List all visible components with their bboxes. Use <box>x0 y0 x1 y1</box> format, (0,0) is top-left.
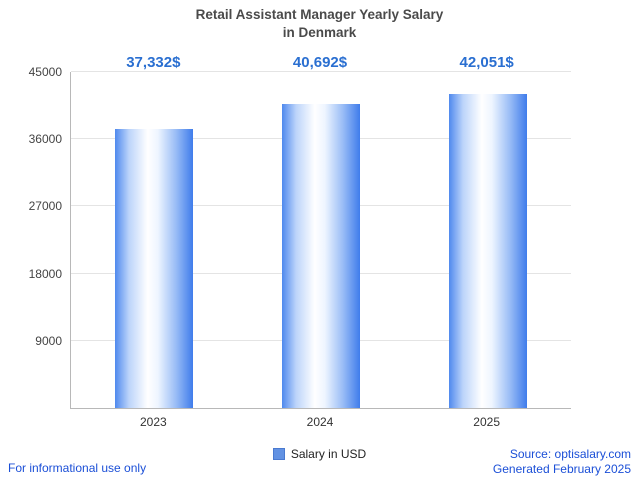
bar-value-labels: 37,332$ 40,692$ 42,051$ <box>70 54 570 74</box>
generated-date: Generated February 2025 <box>492 462 631 476</box>
legend-label: Salary in USD <box>290 447 367 461</box>
x-axis-labels: 2023 2024 2025 <box>70 415 570 431</box>
y-axis-labels: 9000 18000 27000 36000 45000 <box>0 65 62 408</box>
bar-value-label: 37,332$ <box>126 54 181 71</box>
x-axis-label: 2023 <box>139 415 167 429</box>
y-axis-label: 18000 <box>28 266 62 281</box>
x-axis-label: 2025 <box>473 415 501 429</box>
bar <box>115 129 194 408</box>
bar <box>448 94 527 408</box>
bar-value-label: 42,051$ <box>459 54 514 71</box>
chart-title-line2: in Denmark <box>282 25 357 40</box>
y-axis-label: 27000 <box>28 199 62 214</box>
y-axis-label: 36000 <box>28 132 62 147</box>
chart-title-line1: Retail Assistant Manager Yearly Salary <box>195 7 444 22</box>
disclaimer-text: For informational use only <box>8 461 147 475</box>
gridline <box>71 71 571 72</box>
legend-swatch-icon <box>272 448 285 460</box>
x-axis-label: 2024 <box>306 415 334 429</box>
source-block: Source: optisalary.com Generated Februar… <box>493 447 631 477</box>
source-link[interactable]: Source: optisalary.com <box>509 447 631 461</box>
y-axis-label: 9000 <box>35 333 62 348</box>
bar-chart-plot-area <box>70 71 571 409</box>
bar-value-label: 40,692$ <box>292 54 348 71</box>
legend: Salary in USD <box>0 447 639 461</box>
bar <box>282 104 360 408</box>
y-axis-label: 45000 <box>28 65 62 79</box>
chart-title: Retail Assistant Manager Yearly Salary i… <box>0 6 639 42</box>
